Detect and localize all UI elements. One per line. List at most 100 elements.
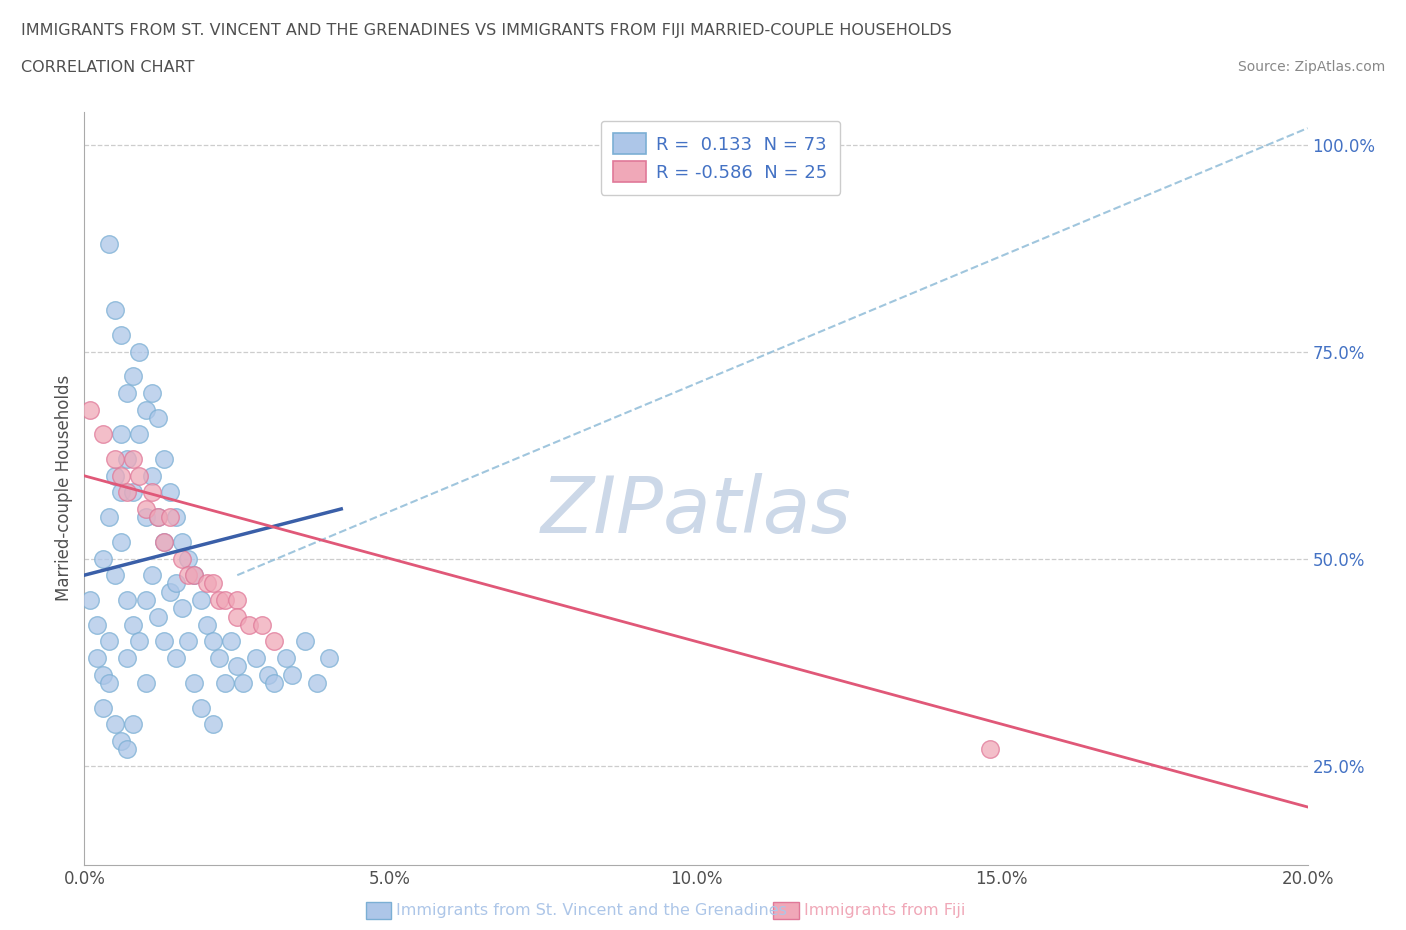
Point — [135, 402, 157, 417]
Point — [146, 510, 169, 525]
Point — [238, 618, 260, 632]
Point — [201, 634, 224, 649]
Point — [159, 584, 181, 599]
Point — [226, 609, 249, 624]
Point — [110, 327, 132, 342]
Point — [141, 469, 163, 484]
Text: ZIPatlas: ZIPatlas — [540, 472, 852, 549]
Y-axis label: Married-couple Households: Married-couple Households — [55, 375, 73, 602]
Point — [214, 592, 236, 607]
Point — [165, 510, 187, 525]
Point — [122, 717, 145, 732]
Point — [122, 452, 145, 467]
Point — [115, 452, 138, 467]
Text: Source: ZipAtlas.com: Source: ZipAtlas.com — [1237, 60, 1385, 74]
Point — [232, 675, 254, 690]
Point — [159, 510, 181, 525]
Point — [104, 717, 127, 732]
Legend: R =  0.133  N = 73, R = -0.586  N = 25: R = 0.133 N = 73, R = -0.586 N = 25 — [600, 121, 841, 195]
Point — [177, 634, 200, 649]
Point — [122, 369, 145, 384]
Point — [115, 741, 138, 756]
Text: Immigrants from Fiji: Immigrants from Fiji — [804, 903, 966, 918]
Point — [153, 452, 176, 467]
Point — [91, 427, 114, 442]
Point — [183, 567, 205, 582]
Point — [177, 551, 200, 566]
Point — [97, 236, 120, 251]
Point — [263, 675, 285, 690]
Point — [146, 510, 169, 525]
Point — [263, 634, 285, 649]
Point — [153, 634, 176, 649]
Point — [135, 501, 157, 516]
Point — [79, 402, 101, 417]
Point — [294, 634, 316, 649]
Point — [91, 551, 114, 566]
Point — [245, 650, 267, 665]
Point — [165, 650, 187, 665]
Text: IMMIGRANTS FROM ST. VINCENT AND THE GRENADINES VS IMMIGRANTS FROM FIJI MARRIED-C: IMMIGRANTS FROM ST. VINCENT AND THE GREN… — [21, 23, 952, 38]
Point — [183, 567, 205, 582]
Point — [190, 592, 212, 607]
Point — [195, 576, 218, 591]
Point — [201, 576, 224, 591]
Point — [172, 551, 194, 566]
Point — [153, 535, 176, 550]
Point — [141, 567, 163, 582]
Point — [219, 634, 242, 649]
Point — [281, 667, 304, 682]
Point — [257, 667, 280, 682]
Text: Immigrants from St. Vincent and the Grenadines: Immigrants from St. Vincent and the Gren… — [396, 903, 787, 918]
Point — [97, 675, 120, 690]
Point — [128, 344, 150, 359]
Point — [110, 427, 132, 442]
Point — [226, 592, 249, 607]
Point — [201, 717, 224, 732]
Point — [190, 700, 212, 715]
Text: CORRELATION CHART: CORRELATION CHART — [21, 60, 194, 75]
Point — [305, 675, 328, 690]
Point — [250, 618, 273, 632]
Point — [110, 535, 132, 550]
Point — [177, 567, 200, 582]
Point — [104, 469, 127, 484]
Point — [128, 469, 150, 484]
Point — [97, 634, 120, 649]
Point — [97, 510, 120, 525]
Point — [135, 510, 157, 525]
Point — [104, 567, 127, 582]
Point — [159, 485, 181, 499]
Point — [979, 741, 1001, 756]
Point — [153, 535, 176, 550]
Point — [115, 386, 138, 401]
Point — [91, 667, 114, 682]
Point — [141, 485, 163, 499]
Point — [110, 733, 132, 748]
Point — [208, 592, 231, 607]
Point — [79, 592, 101, 607]
Point — [172, 601, 194, 616]
Point — [276, 650, 298, 665]
Point — [135, 592, 157, 607]
Point — [128, 427, 150, 442]
Point — [318, 650, 340, 665]
Point — [214, 675, 236, 690]
Point — [165, 576, 187, 591]
Point — [122, 618, 145, 632]
Point — [110, 469, 132, 484]
Point — [195, 618, 218, 632]
Point — [208, 650, 231, 665]
Point — [172, 535, 194, 550]
Point — [146, 410, 169, 425]
Point — [104, 303, 127, 318]
Point — [115, 485, 138, 499]
Point — [91, 700, 114, 715]
Point — [86, 650, 108, 665]
Point — [122, 485, 145, 499]
Point — [226, 658, 249, 673]
Point — [146, 609, 169, 624]
Point — [135, 675, 157, 690]
Point — [104, 452, 127, 467]
Point — [86, 618, 108, 632]
